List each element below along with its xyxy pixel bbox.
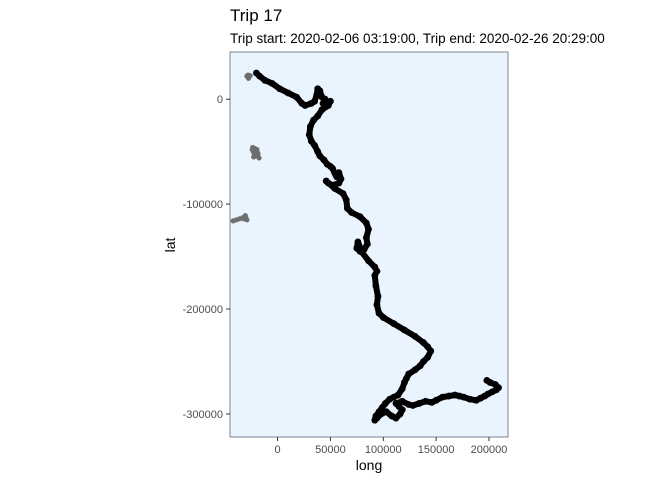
track-point <box>322 177 330 185</box>
other-point <box>244 217 250 223</box>
track-point <box>316 152 324 160</box>
track-point <box>373 301 381 309</box>
track-point <box>445 392 453 400</box>
track-point <box>365 257 372 265</box>
other-point <box>256 155 262 161</box>
track-point <box>276 85 284 93</box>
track-point <box>324 102 332 109</box>
other-point <box>255 151 261 157</box>
track-point <box>305 131 313 139</box>
track-point <box>356 213 364 221</box>
track-point <box>314 112 322 120</box>
plot-marks <box>230 69 502 424</box>
track-point <box>353 244 361 252</box>
track-point <box>439 393 446 401</box>
plot-panel-border <box>229 51 509 438</box>
track-point <box>386 395 394 403</box>
track-point <box>398 397 406 405</box>
track-point <box>284 89 292 97</box>
track-point <box>331 184 339 192</box>
track-point <box>392 400 400 407</box>
x-tick-label: 0 <box>275 444 281 456</box>
track-point <box>261 76 269 84</box>
track-point <box>358 248 366 256</box>
track-point <box>379 314 387 321</box>
track-point <box>342 196 350 204</box>
track-point <box>416 362 424 370</box>
chart-subtitle: Trip start: 2020-02-06 03:19:00, Trip en… <box>230 31 605 46</box>
track-point <box>311 97 318 105</box>
y-axis: 0 -100000 -200000 -300000 <box>183 94 230 421</box>
track-point <box>374 293 382 300</box>
x-tick-label: 150000 <box>418 444 455 456</box>
x-tick-label: 50000 <box>315 444 346 456</box>
track-point <box>401 379 408 386</box>
track-point <box>377 410 385 418</box>
track-point <box>316 87 324 95</box>
track-point <box>335 169 343 177</box>
track-point <box>362 219 370 227</box>
track-point <box>319 100 327 107</box>
track-point <box>411 366 419 374</box>
track-point <box>398 385 406 393</box>
track-point <box>383 408 390 416</box>
x-axis-title: long <box>356 457 382 473</box>
other-point <box>245 75 252 81</box>
track-point <box>460 393 468 401</box>
track-point <box>409 402 417 409</box>
track-point <box>268 80 276 87</box>
other-point <box>250 144 256 151</box>
track-point <box>339 190 347 198</box>
track-point <box>392 414 400 422</box>
other-point <box>254 146 260 153</box>
other-point <box>230 218 236 224</box>
track-point <box>311 141 318 149</box>
track-point <box>256 72 263 80</box>
track-point <box>354 238 362 246</box>
track-point <box>310 116 317 124</box>
track-point <box>364 240 371 248</box>
track-point <box>427 347 435 355</box>
track-point <box>420 339 427 346</box>
track-point <box>293 93 300 101</box>
track-point <box>483 376 491 384</box>
track-point <box>372 282 380 290</box>
y-tick-label: -300000 <box>183 409 223 421</box>
track-point <box>432 396 440 404</box>
track-point <box>301 102 309 109</box>
track-point <box>348 209 355 216</box>
track-point <box>411 332 419 340</box>
track-point <box>466 395 474 403</box>
track-point <box>362 234 370 242</box>
x-tick-label: 100000 <box>365 444 402 456</box>
track-point <box>415 400 423 407</box>
track-point <box>318 106 326 114</box>
x-axis: 0 50000 100000 150000 200000 <box>275 437 508 456</box>
track-point <box>422 397 429 405</box>
track-point <box>306 123 314 130</box>
track-point <box>375 309 383 317</box>
track-point <box>335 179 343 187</box>
y-tick-label: -100000 <box>183 199 223 211</box>
y-tick-label: -200000 <box>183 304 223 316</box>
track-point <box>343 204 351 212</box>
track-point <box>365 225 372 233</box>
chart-title: Trip 17 <box>230 6 282 25</box>
track-point <box>373 414 381 422</box>
track-point <box>390 320 398 328</box>
y-axis-title: lat <box>162 238 178 253</box>
track-point <box>424 353 432 361</box>
track-point <box>371 272 379 279</box>
track-point <box>491 381 499 388</box>
x-tick-label: 200000 <box>471 444 508 456</box>
y-tick-label: 0 <box>217 94 223 106</box>
track-point <box>401 326 408 334</box>
